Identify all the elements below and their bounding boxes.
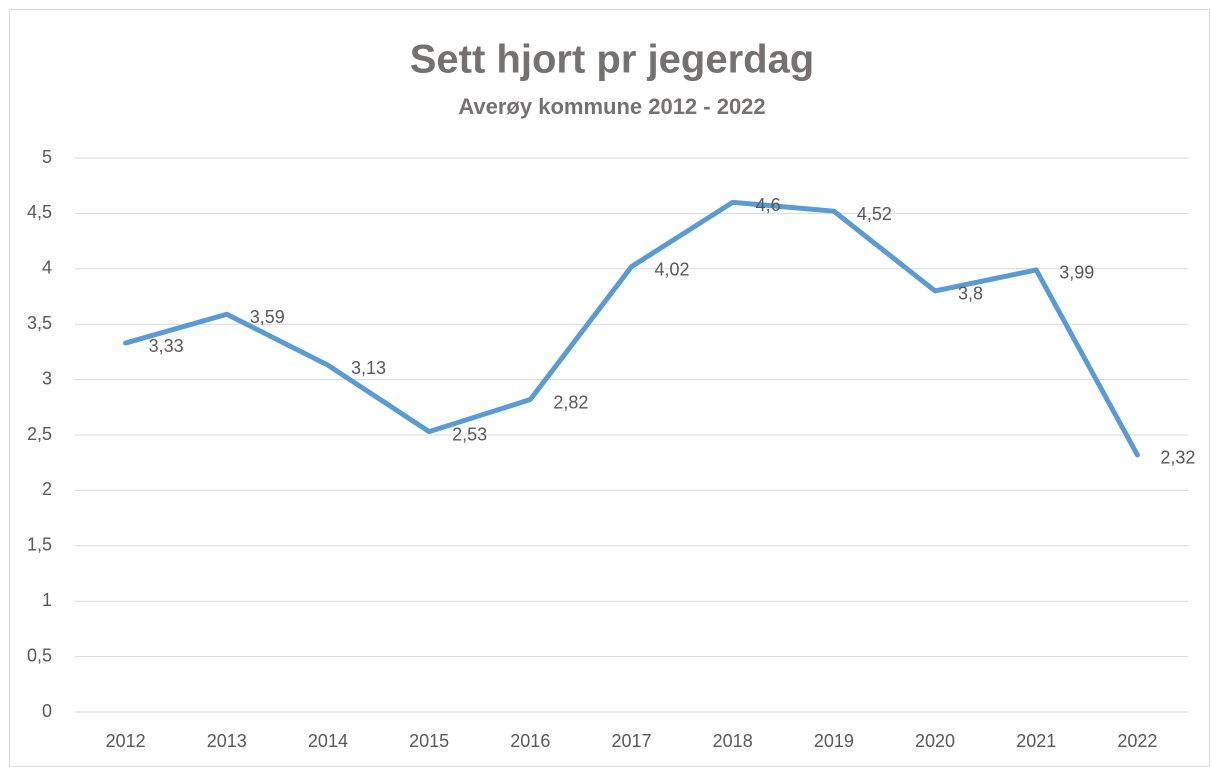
x-tick-label: 2020 [915,731,955,751]
y-tick-label: 1,5 [27,535,52,555]
x-tick-label: 2017 [611,731,651,751]
chart-subtitle: Averøy kommune 2012 - 2022 [458,94,765,119]
y-tick-label: 0 [42,701,52,721]
chart-border [9,9,1210,767]
data-label: 4,52 [857,204,892,224]
data-label: 3,59 [250,307,285,327]
data-label: 3,13 [351,358,386,378]
data-label: 2,53 [452,424,487,444]
x-tick-label: 2022 [1117,731,1157,751]
chart-title: Sett hjort pr jegerdag [410,38,815,82]
data-label: 2,32 [1160,448,1195,468]
y-tick-label: 4,5 [27,202,52,222]
x-tick-label: 2015 [409,731,449,751]
y-tick-label: 3,5 [27,313,52,333]
y-tick-label: 1 [42,590,52,610]
x-tick-label: 2021 [1016,731,1056,751]
y-tick-label: 3 [42,368,52,388]
x-tick-label: 2019 [814,731,854,751]
data-label: 3,33 [149,336,184,356]
x-tick-label: 2016 [510,731,550,751]
y-tick-label: 2 [42,479,52,499]
x-tick-label: 2014 [308,731,348,751]
data-label: 4,6 [756,195,781,215]
y-tick-label: 0,5 [27,645,52,665]
data-label: 2,82 [553,392,588,412]
y-tick-label: 2,5 [27,424,52,444]
data-label: 4,02 [655,259,690,279]
y-tick-label: 4 [42,258,52,278]
x-tick-label: 2018 [713,731,753,751]
x-tick-label: 2012 [106,731,146,751]
data-label: 3,99 [1059,263,1094,283]
data-label: 3,8 [958,284,983,304]
y-tick-label: 5 [42,147,52,167]
x-tick-label: 2013 [207,731,247,751]
data-line [123,199,1140,458]
